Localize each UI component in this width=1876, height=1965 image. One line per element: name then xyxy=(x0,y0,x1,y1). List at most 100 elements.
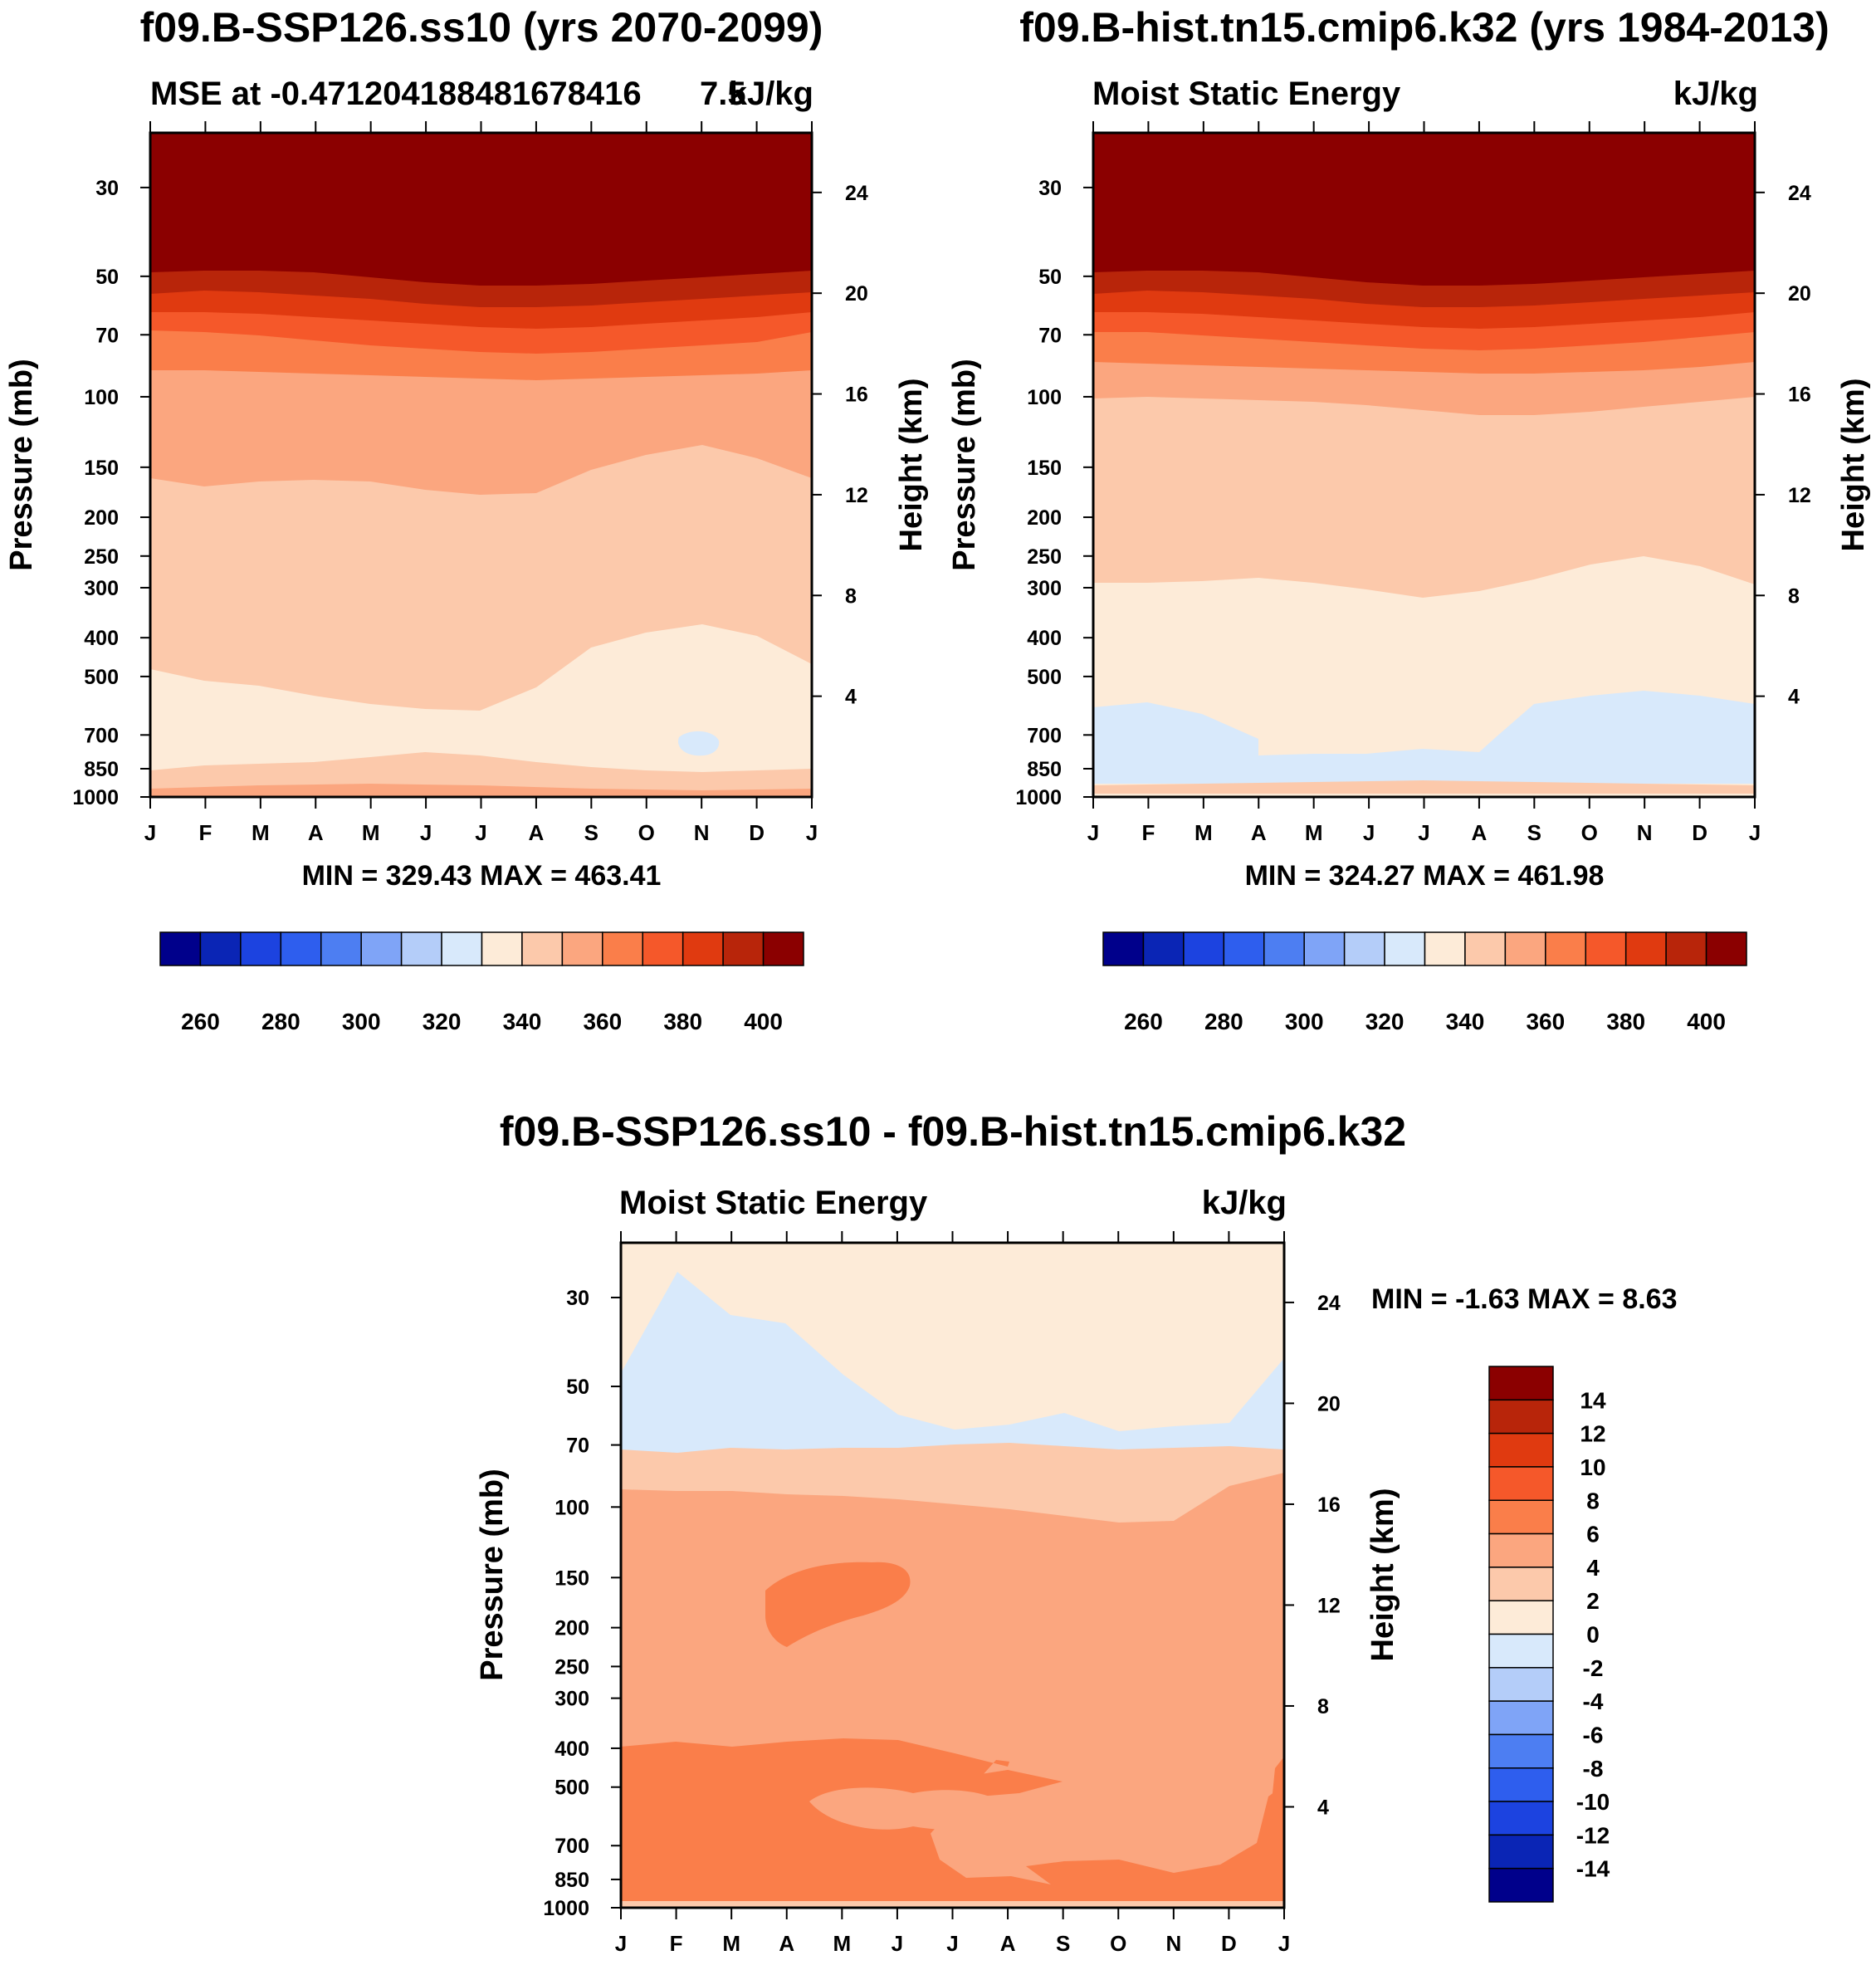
diff-band-neg2 xyxy=(621,1272,1284,1453)
hist-height-tick-label: 16 xyxy=(1788,384,1811,407)
panel-diff-title: f09.B-SSP126.ss10 - f09.B-hist.tn15.cmip… xyxy=(500,1108,1406,1155)
diff-month-label: F xyxy=(670,1931,683,1956)
ssp-colorbar-box xyxy=(602,931,643,966)
diff-pressure-tick-label: 300 xyxy=(554,1688,589,1711)
diff-month-label: A xyxy=(1000,1931,1016,1956)
ssp-colorbar-box xyxy=(481,931,523,966)
diff-colorbar-box xyxy=(1488,1700,1554,1736)
diff-pressure-tick-label: 50 xyxy=(566,1376,589,1399)
hist-pressure-tick-label: 300 xyxy=(1027,577,1062,600)
panel-diff: f09.B-SSP126.ss10 - f09.B-hist.tn15.cmip… xyxy=(475,1108,1678,1956)
diff-colorbar-label: 10 xyxy=(1580,1454,1605,1480)
ssp-core-320 xyxy=(677,731,720,756)
diff-colorbar-label: 12 xyxy=(1580,1421,1605,1447)
hist-month-label: J xyxy=(1363,820,1375,845)
diff-height-tick-label: 12 xyxy=(1317,1594,1341,1617)
diff-pressure-tick-label: 150 xyxy=(554,1567,589,1590)
hist-colorbar-label: 400 xyxy=(1687,1009,1726,1034)
ssp-height-tick-label: 4 xyxy=(845,686,857,709)
ssp-colorbar-box xyxy=(280,931,322,966)
hist-month-label: A xyxy=(1472,820,1488,845)
ssp-height-tick-label: 20 xyxy=(845,282,868,306)
ssp-colorbar-label: 380 xyxy=(663,1009,702,1034)
diff-pressure-tick-label: 500 xyxy=(554,1777,589,1800)
hist-colorbar-label: 320 xyxy=(1365,1009,1405,1034)
diff-colorbar-label: -12 xyxy=(1576,1822,1610,1848)
diff-height-tick-label: 8 xyxy=(1317,1695,1329,1718)
hist-colorbar-label: 380 xyxy=(1606,1009,1645,1034)
panel-diff-colorbar: 14 12 10 8 6 4 2 0 -2 -4 -6 -8 -10 -12 -14 xyxy=(1488,1366,1610,1903)
panel-hist-contour-field xyxy=(1093,133,1755,797)
diff-colorbar-label: -4 xyxy=(1583,1689,1604,1714)
panel-hist: f09.B-hist.tn15.cmip6.k32 (yrs 1984-2013… xyxy=(947,4,1871,1034)
hist-colorbar-box xyxy=(1545,931,1586,966)
ssp-pressure-tick-label: 400 xyxy=(84,627,119,650)
ssp-height-tick-label: 12 xyxy=(845,484,868,507)
diff-colorbar-label: 0 xyxy=(1586,1622,1600,1648)
diff-pressure-tick-label: 70 xyxy=(566,1435,589,1458)
hist-colorbar-box xyxy=(1424,931,1466,966)
diff-height-tick-label: 4 xyxy=(1317,1796,1329,1819)
ssp-month-label: D xyxy=(749,820,765,845)
ssp-colorbar-box xyxy=(199,931,242,966)
panel-ssp-axes: 30 50 70 100 150 200 250 300 400 500 700 850 1000 24 2… xyxy=(72,121,868,845)
diff-colorbar-label: -2 xyxy=(1583,1655,1604,1681)
panel-ssp-ylabel: Pressure (mb) xyxy=(4,359,39,571)
ssp-colorbar-label: 360 xyxy=(583,1009,622,1034)
hist-colorbar-box xyxy=(1705,931,1747,966)
ssp-band-350-surface xyxy=(150,784,812,797)
hist-colorbar-box xyxy=(1665,931,1707,966)
diff-pressure-tick-label: 700 xyxy=(554,1835,589,1858)
hist-height-tick-label: 24 xyxy=(1788,182,1811,205)
hist-band-340-surface xyxy=(1093,780,1755,794)
ssp-month-label: M xyxy=(252,820,270,845)
diff-colorbar-box xyxy=(1488,1466,1554,1501)
hist-month-label: D xyxy=(1692,820,1707,845)
panel-diff-subtitle: Moist Static Energy xyxy=(619,1185,928,1221)
ssp-colorbar-label: 260 xyxy=(181,1009,220,1034)
ssp-month-label: A xyxy=(529,820,545,845)
ssp-month-label: O xyxy=(638,820,655,845)
panel-hist-units: kJ/kg xyxy=(1673,76,1758,112)
ssp-colorbar-box xyxy=(441,931,483,966)
hist-month-label: F xyxy=(1141,820,1155,845)
ssp-pressure-tick-label: 1000 xyxy=(72,786,119,809)
hist-colorbar-box xyxy=(1303,931,1346,966)
ssp-pressure-tick-label: 500 xyxy=(84,666,119,689)
ssp-month-label: S xyxy=(584,820,598,845)
panel-ssp-colorbar: 260 280 300 320 340 360 380 400 xyxy=(159,931,804,1034)
panel-diff-units: kJ/kg xyxy=(1202,1185,1287,1221)
hist-band-400 xyxy=(1093,133,1755,286)
hist-colorbar-box xyxy=(1223,931,1265,966)
ssp-colorbar-box xyxy=(722,931,765,966)
panel-diff-ylabel: Pressure (mb) xyxy=(475,1469,510,1681)
hist-pressure-tick-label: 400 xyxy=(1027,627,1062,650)
hist-colorbar-box xyxy=(1102,931,1145,966)
diff-month-label: S xyxy=(1056,1931,1070,1956)
hist-month-label: J xyxy=(1749,820,1761,845)
hist-pressure-tick-label: 700 xyxy=(1027,724,1062,747)
diff-colorbar-box xyxy=(1488,1567,1554,1601)
ssp-colorbar-box xyxy=(561,931,603,966)
hist-colorbar-box xyxy=(1343,931,1385,966)
diff-colorbar-box xyxy=(1488,1399,1554,1435)
diff-colorbar-box xyxy=(1488,1867,1554,1903)
ssp-height-tick-label: 16 xyxy=(845,384,868,407)
diff-pressure-tick-label: 1000 xyxy=(543,1897,589,1920)
ssp-pressure-tick-label: 700 xyxy=(84,724,119,747)
ssp-colorbar-label: 340 xyxy=(503,1009,542,1034)
diff-colorbar-box xyxy=(1488,1667,1554,1702)
diff-colorbar-label: -8 xyxy=(1583,1756,1604,1782)
ssp-pressure-tick-label: 300 xyxy=(84,577,119,600)
hist-pressure-tick-label: 850 xyxy=(1027,758,1062,781)
diff-band-6 xyxy=(621,1738,1284,1901)
hist-colorbar-label: 340 xyxy=(1446,1009,1485,1034)
ssp-month-label: J xyxy=(144,820,156,845)
hist-colorbar-label: 260 xyxy=(1124,1009,1163,1034)
hist-pressure-tick-label: 30 xyxy=(1038,177,1062,200)
panel-hist-y2label: Height (km) xyxy=(1836,379,1871,552)
diff-month-label: J xyxy=(615,1931,627,1956)
panel-ssp-subtitle: MSE at -0.471204188481678416 xyxy=(150,76,642,112)
hist-colorbar-label: 360 xyxy=(1526,1009,1565,1034)
panel-diff-minmax: MIN = -1.63 MAX = 8.63 xyxy=(1371,1283,1678,1315)
